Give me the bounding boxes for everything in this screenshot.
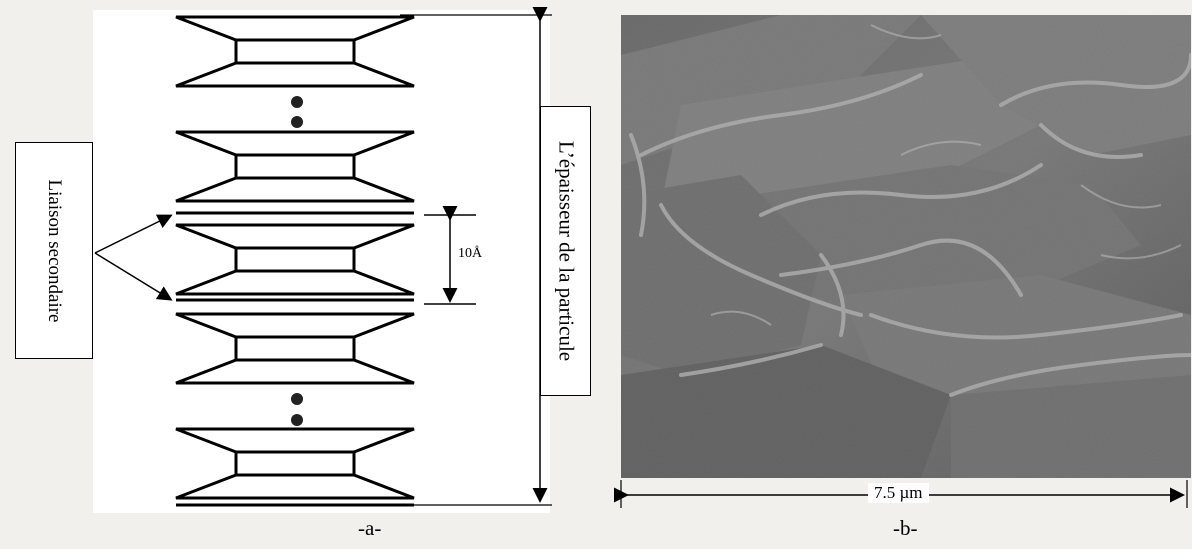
ellipsis-dot <box>291 96 303 108</box>
clay-layer-unit <box>174 15 416 88</box>
caption-b: -b- <box>893 516 918 540</box>
ellipsis-dot <box>291 116 303 128</box>
secondary-bond-label: Liaison secondaire <box>44 179 65 322</box>
clay-layer-unit <box>174 427 416 500</box>
sem-micrograph <box>621 15 1191 478</box>
bond-arrow <box>94 214 173 254</box>
caption-a: -a- <box>358 516 382 540</box>
bond-arrow <box>94 252 173 301</box>
spacing-label: 10Å <box>458 246 483 261</box>
particle-thickness-label-box: L’épaisseur de la particule <box>540 106 591 396</box>
scale-label: 7.5 µm <box>868 483 929 503</box>
ellipsis-dot <box>291 393 303 405</box>
clay-layer-unit <box>174 312 416 385</box>
particle-thickness-label: L’épaisseur de la particule <box>554 140 578 362</box>
ellipsis-dot <box>291 414 303 426</box>
secondary-bond-label-box: Liaison secondaire <box>15 142 93 359</box>
clay-layer-unit <box>174 130 416 203</box>
clay-layer-unit <box>174 223 416 296</box>
